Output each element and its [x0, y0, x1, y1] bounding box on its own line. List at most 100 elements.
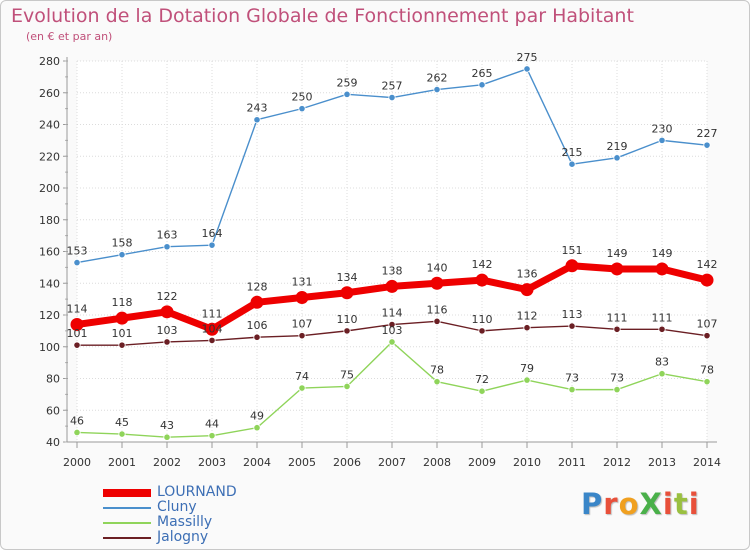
x-tick-label: 2006 [333, 456, 361, 469]
data-point-massilly [703, 378, 711, 386]
data-point-cluny [208, 241, 216, 249]
x-tick-label: 2009 [468, 456, 496, 469]
data-label-lournand: 151 [562, 244, 583, 257]
chart-subtitle: (en € et par an) [26, 30, 113, 43]
data-point-lournand [160, 305, 174, 319]
y-tick-label: 160 [39, 246, 60, 259]
y-tick-label: 40 [46, 436, 60, 449]
y-tick-label: 120 [39, 309, 60, 322]
data-label-jalogny: 111 [652, 311, 673, 324]
data-point-jalogny [523, 324, 531, 332]
data-point-jalogny [208, 336, 216, 344]
y-tick-label: 80 [46, 373, 60, 386]
data-point-jalogny [343, 327, 351, 335]
data-point-cluny [298, 105, 306, 113]
data-point-cluny [703, 141, 711, 149]
data-label-lournand: 142 [697, 258, 718, 271]
y-tick-label: 100 [39, 341, 60, 354]
legend-label-cluny: Cluny [157, 499, 197, 515]
data-point-massilly [478, 387, 486, 395]
data-label-cluny: 215 [562, 146, 583, 159]
data-label-lournand: 114 [67, 303, 88, 316]
data-point-cluny [478, 81, 486, 89]
y-tick-label: 200 [39, 182, 60, 195]
data-point-lournand [295, 291, 309, 305]
data-label-jalogny: 113 [562, 308, 583, 321]
series-lines [70, 65, 714, 441]
data-point-cluny [253, 116, 261, 124]
x-tick-label: 2010 [513, 456, 541, 469]
data-label-cluny: 250 [292, 91, 313, 104]
grid [76, 60, 708, 443]
data-labels: 153 158 163 164 243 250 259 257 262 265 275 215 219 2… [67, 51, 718, 432]
data-label-massilly: 73 [610, 372, 624, 385]
legend-label-jalogny: Jalogny [157, 529, 209, 545]
data-point-lournand [475, 273, 489, 287]
data-point-massilly [658, 370, 666, 378]
data-label-lournand: 149 [652, 247, 673, 260]
data-label-jalogny: 101 [67, 327, 88, 340]
data-label-massilly: 78 [700, 364, 714, 377]
data-label-massilly: 46 [70, 414, 84, 427]
data-label-jalogny: 107 [292, 318, 313, 331]
data-point-massilly [613, 386, 621, 394]
data-point-massilly [163, 433, 171, 441]
data-label-massilly: 74 [295, 370, 309, 383]
data-point-massilly [568, 386, 576, 394]
data-point-jalogny [658, 325, 666, 333]
data-point-cluny [163, 243, 171, 251]
x-tick-label: 2000 [63, 456, 91, 469]
data-label-lournand: 142 [472, 258, 493, 271]
data-point-massilly [388, 338, 396, 346]
data-label-jalogny: 106 [247, 319, 268, 332]
data-point-lournand [250, 295, 264, 309]
x-tick-label: 2013 [648, 456, 676, 469]
data-point-jalogny [298, 332, 306, 340]
data-label-massilly: 43 [160, 419, 174, 432]
data-point-massilly [523, 376, 531, 384]
data-label-lournand: 131 [292, 276, 313, 289]
x-tick-label: 2008 [423, 456, 451, 469]
data-label-jalogny: 110 [337, 313, 358, 326]
data-point-cluny [568, 160, 576, 168]
data-point-jalogny [73, 341, 81, 349]
data-label-massilly: 75 [340, 368, 354, 381]
data-label-lournand: 111 [202, 307, 223, 320]
y-tick-label: 240 [39, 119, 60, 132]
data-point-lournand [655, 262, 669, 276]
data-point-massilly [253, 424, 261, 432]
data-label-jalogny: 101 [112, 327, 133, 340]
data-point-lournand [610, 262, 624, 276]
x-tick-label: 2005 [288, 456, 316, 469]
x-tick-label: 2003 [198, 456, 226, 469]
data-point-lournand [520, 283, 534, 297]
data-point-jalogny [388, 320, 396, 329]
data-label-jalogny: 104 [202, 322, 223, 335]
data-point-cluny [73, 259, 81, 267]
y-tick-label: 140 [39, 277, 60, 290]
data-point-lournand [340, 286, 354, 300]
data-label-cluny: 259 [337, 76, 358, 89]
data-point-jalogny [433, 317, 441, 325]
data-label-massilly: 44 [205, 418, 219, 431]
data-label-cluny: 219 [607, 140, 628, 153]
x-tick-label: 2004 [243, 456, 271, 469]
data-point-jalogny [478, 327, 486, 335]
data-label-cluny: 243 [247, 102, 268, 115]
data-label-massilly: 49 [250, 410, 264, 423]
data-point-lournand [70, 318, 84, 332]
y-tick-label: 260 [39, 87, 60, 100]
x-tick-label: 2002 [153, 456, 181, 469]
chart-title: Evolution de la Dotation Globale de Fonc… [11, 5, 634, 27]
data-point-jalogny [163, 338, 171, 346]
x-tick-label: 2011 [558, 456, 586, 469]
y-tick-label: 60 [46, 404, 60, 417]
x-tick-label: 2007 [378, 456, 406, 469]
data-label-cluny: 262 [427, 72, 448, 85]
data-label-massilly: 72 [475, 373, 489, 386]
data-label-cluny: 275 [517, 51, 538, 64]
data-point-jalogny [118, 341, 126, 349]
data-label-jalogny: 107 [697, 318, 718, 331]
data-point-cluny [658, 136, 666, 144]
